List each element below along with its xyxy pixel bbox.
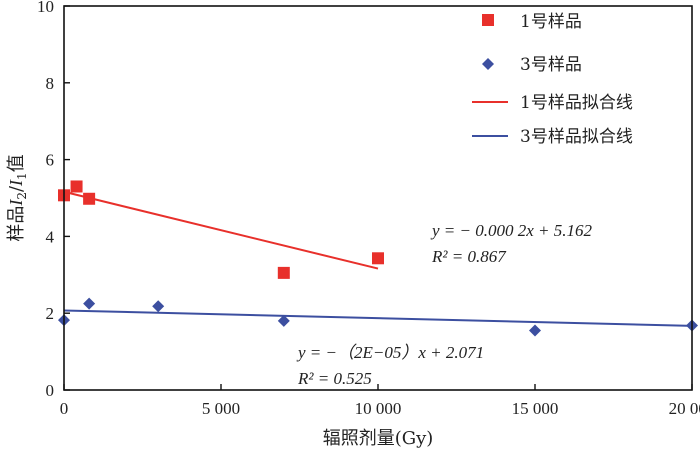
- data-markers: [58, 180, 698, 337]
- data-point-sample-3: [83, 297, 96, 310]
- plot-frame: [63, 5, 693, 391]
- y-axis-title-slash: /: [6, 185, 27, 192]
- x-axis: 0 5 000 10 000 15 000 20 000: [60, 384, 700, 418]
- legend-marker-sample-1: [482, 14, 494, 26]
- data-point-sample-3: [529, 324, 541, 337]
- y-axis-title-var-a: I: [6, 199, 26, 207]
- x-tick-label: 15 000: [512, 399, 559, 418]
- x-tick-label: 10 000: [355, 399, 402, 418]
- x-axis-title: 辐照剂量(Gy): [323, 428, 434, 449]
- equation-sample-3: y = −（2E−05）x + 2.071: [296, 343, 484, 362]
- data-point-sample-3: [152, 300, 165, 313]
- r-squared-sample-3: R² = 0.525: [297, 369, 372, 388]
- legend-label-sample-1: 1号样品: [520, 12, 582, 32]
- y-tick-label: 8: [46, 74, 55, 93]
- y-axis-title-sub-b: 1: [15, 172, 29, 180]
- y-axis-title-prefix: 样品: [6, 206, 27, 242]
- y-axis-title: 样品I2/I1值: [6, 154, 29, 241]
- y-axis-title-sub-a: 2: [15, 192, 29, 200]
- legend-label-fit-1: 1号样品拟合线: [520, 93, 633, 113]
- r-squared-sample-1: R² = 0.867: [431, 247, 507, 266]
- y-tick-label: 10: [37, 0, 54, 16]
- fit-lines: [63, 190, 693, 327]
- data-point-sample-1: [277, 266, 290, 279]
- data-point-sample-1: [83, 192, 96, 205]
- y-tick-label: 6: [46, 151, 55, 170]
- equation-sample-1: y = − 0.000 2x + 5.162: [430, 221, 593, 240]
- x-tick-label: 5 000: [202, 399, 240, 418]
- fit-line-sample-3: [63, 309, 693, 327]
- fit-line-sample-1: [63, 190, 379, 270]
- data-point-sample-3: [277, 314, 290, 327]
- y-tick-label: 2: [46, 304, 55, 323]
- x-tick-label: 20 000: [669, 399, 700, 418]
- y-tick-label: 0: [46, 381, 55, 400]
- x-tick-label: 0: [60, 399, 69, 418]
- y-axis: 0 2 4 6 8 10: [37, 0, 70, 400]
- data-point-sample-1: [70, 180, 83, 193]
- y-tick-label: 4: [46, 227, 55, 246]
- legend: 1号样品 3号样品 1号样品拟合线 3号样品拟合线: [472, 12, 633, 147]
- legend-label-fit-3: 3号样品拟合线: [520, 127, 633, 147]
- legend-marker-sample-3: [482, 58, 494, 70]
- legend-label-sample-3: 3号样品: [520, 55, 582, 75]
- y-axis-title-var-b: I: [6, 179, 26, 187]
- y-axis-title-suffix: 值: [6, 154, 27, 172]
- data-point-sample-1: [372, 252, 384, 265]
